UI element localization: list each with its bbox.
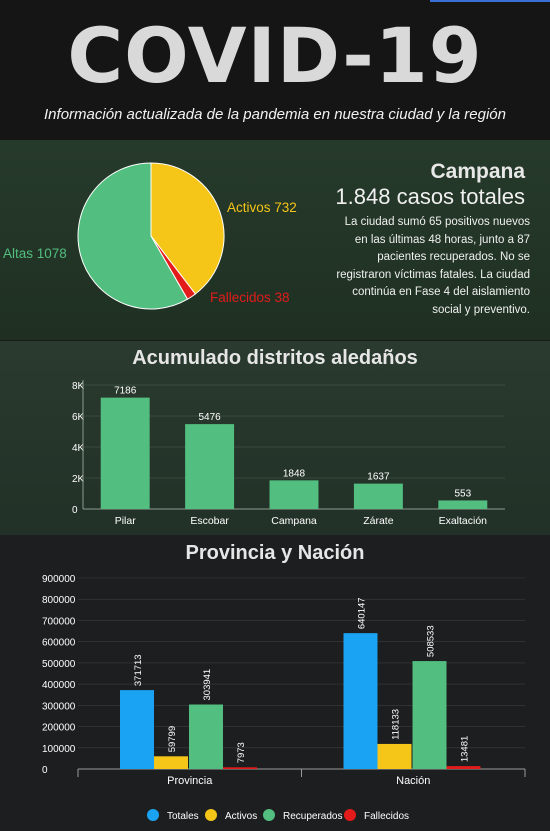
page-title: COVID-19 [67, 11, 483, 100]
districts-chart-title: Acumulado distritos aledaños [132, 347, 418, 369]
top-accent-bar [430, 0, 550, 2]
province-nation-section [0, 535, 550, 831]
campana-title: Campana [430, 160, 525, 183]
province-nation-chart-title: Provincia y Nación [185, 542, 365, 564]
campana-total: 1.848 casos totales [335, 184, 525, 209]
page-subtitle: Información actualizada de la pandemia e… [44, 106, 506, 123]
campana-description: La ciudad sumó 65 positivos nuevos en la… [336, 216, 530, 316]
header: COVID-19 Información actualizada de la p… [0, 0, 550, 140]
